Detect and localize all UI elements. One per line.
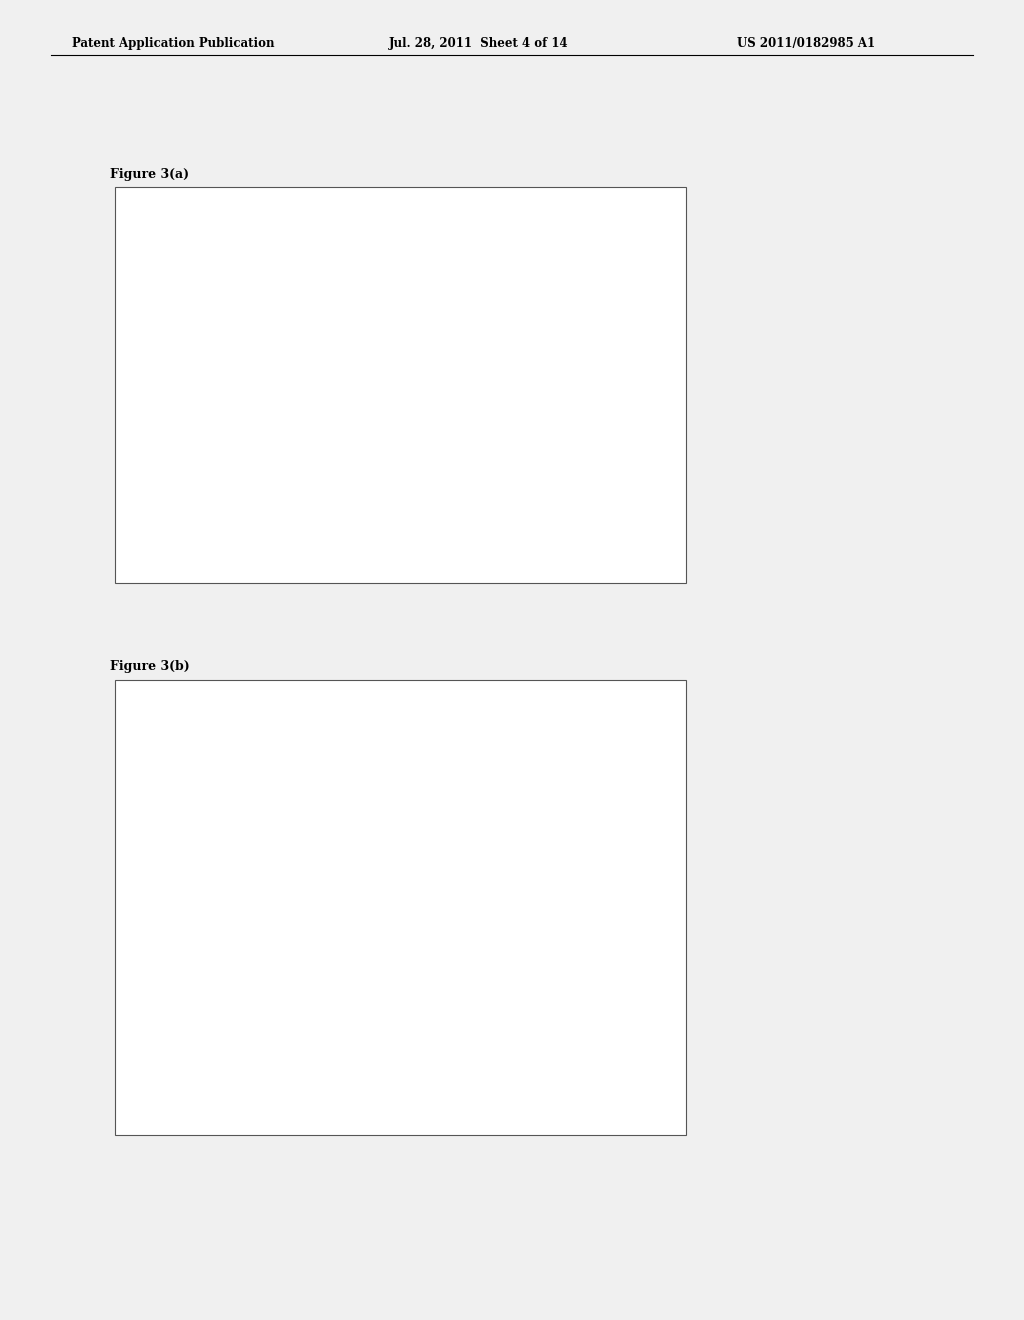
Text: Figure 3(a): Figure 3(a)	[110, 168, 188, 181]
Y-axis label: % Dissolution: % Dissolution	[128, 857, 140, 950]
X-axis label: Time (minutes): Time (minutes)	[373, 1097, 480, 1109]
Text: US 2011/0182985 A1: US 2011/0182985 A1	[737, 37, 876, 50]
Text: Jul. 28, 2011  Sheet 4 of 14: Jul. 28, 2011 Sheet 4 of 14	[389, 37, 568, 50]
Title: EXP1414 - Dissolution Profile - Zoledronic Acid: EXP1414 - Dissolution Profile - Zoledron…	[227, 219, 626, 235]
X-axis label: Time (minutes): Time (minutes)	[373, 545, 480, 557]
Text: Figure 3(b): Figure 3(b)	[110, 660, 189, 673]
Y-axis label: % Dissolution: % Dissolution	[135, 334, 147, 429]
Title: EXP1415 - Dissolution Profile - Zoledronic Acid: EXP1415 - Dissolution Profile - Zoledron…	[227, 711, 626, 727]
Text: Patent Application Publication: Patent Application Publication	[72, 37, 274, 50]
